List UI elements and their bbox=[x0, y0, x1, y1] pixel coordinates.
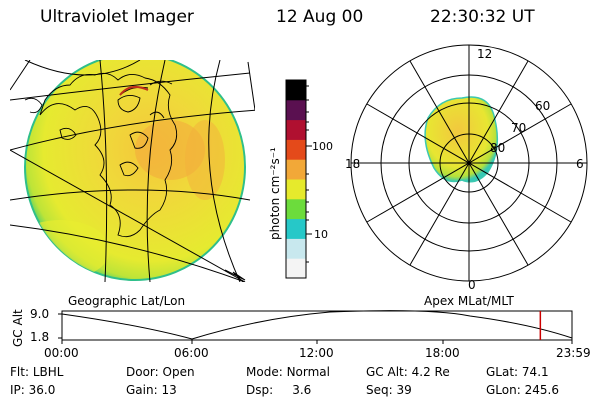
colorbar-band bbox=[286, 198, 306, 220]
orbit-x-tick-0000: 00:00 bbox=[44, 346, 79, 360]
colorbar-ticks bbox=[306, 85, 312, 263]
status-ip-label: IP: bbox=[10, 383, 25, 397]
status-dsp-value: 3.6 bbox=[292, 383, 312, 397]
orbit-axis-label: GC Alt bbox=[11, 309, 25, 347]
colorbar-band bbox=[286, 119, 306, 140]
mlt-label-0: 0 bbox=[468, 278, 476, 292]
polar-grid bbox=[350, 44, 588, 282]
status-flt-label: Flt: bbox=[10, 365, 29, 379]
polar-cap-marker bbox=[119, 85, 149, 96]
lat-label-60: 60 bbox=[535, 99, 550, 113]
status-gain-label: Gain: bbox=[126, 383, 158, 397]
orbit-x-tick-1800: 18:00 bbox=[425, 346, 460, 360]
status-mode-label: Mode: bbox=[246, 365, 283, 379]
status-mode-value: Normal bbox=[286, 365, 330, 379]
mlt-label-18: 18 bbox=[345, 157, 360, 171]
mlt-label-12: 12 bbox=[477, 47, 492, 61]
status-gc-alt-label: GC Alt: bbox=[366, 365, 408, 379]
observation-date: 12 Aug 00 bbox=[276, 7, 364, 27]
status-glat-label: GLat: bbox=[486, 365, 519, 379]
colorbar-band bbox=[286, 238, 306, 259]
status-gc-alt: GC Alt: 4.2 Re bbox=[366, 365, 450, 379]
orbit-left-label: Geographic Lat/Lon bbox=[68, 294, 185, 308]
orbit-x-tick-1200: 12:00 bbox=[299, 346, 334, 360]
orbit-x-tick-2359: 23:59 bbox=[556, 346, 591, 360]
orbit-frame bbox=[61, 310, 573, 341]
status-gc-alt-value: 4.2 Re bbox=[411, 365, 450, 379]
status-glon-value: 245.6 bbox=[524, 383, 559, 397]
status-door-label: Door: bbox=[126, 365, 159, 379]
instrument-title: Ultraviolet Imager bbox=[40, 7, 194, 27]
status-gain: Gain: 13 bbox=[126, 383, 177, 397]
status-glon-label: GLon: bbox=[486, 383, 521, 397]
status-seq-value: 39 bbox=[396, 383, 412, 397]
mlt-label-6: 6 bbox=[576, 157, 584, 171]
orbit-y-tick-top: 9.0 bbox=[30, 307, 49, 321]
status-dsp-label: Dsp: bbox=[246, 383, 274, 397]
status-door: Door: Open bbox=[126, 365, 195, 379]
colorbar-band bbox=[286, 258, 306, 279]
status-glat-value: 74.1 bbox=[521, 365, 549, 379]
continent-outlines bbox=[24, 72, 178, 238]
status-seq: Seq: 39 bbox=[366, 383, 412, 397]
colorbar: 100 10 photon cm⁻²s⁻¹ bbox=[268, 79, 333, 279]
lat-label-80: 80 bbox=[490, 141, 505, 155]
status-mode: Mode: Normal bbox=[246, 365, 330, 379]
colorbar-band bbox=[286, 218, 306, 239]
colorbar-unit-label: photon cm⁻²s⁻¹ bbox=[268, 147, 282, 240]
colorbar-band bbox=[286, 80, 306, 101]
observation-time: 22:30:32 UT bbox=[430, 7, 535, 27]
orbit-plot: Geographic Lat/Lon Apex MLat/MLT GC Alt … bbox=[11, 294, 591, 360]
status-dsp: Dsp: 3.6 bbox=[246, 383, 311, 397]
status-gain-value: 13 bbox=[161, 383, 177, 397]
colorbar-tick-10: 10 bbox=[314, 228, 328, 241]
orbit-altitude-curve bbox=[61, 310, 573, 340]
status-door-value: Open bbox=[162, 365, 195, 379]
orbit-right-label: Apex MLat/MLT bbox=[424, 294, 514, 308]
geographic-grid bbox=[10, 60, 255, 282]
colorbar-band bbox=[286, 179, 306, 200]
status-glat: GLat: 74.1 bbox=[486, 365, 549, 379]
status-ip-value: 36.0 bbox=[28, 383, 56, 397]
colorbar-band bbox=[286, 159, 306, 180]
status-seq-label: Seq: bbox=[366, 383, 393, 397]
status-ip: IP: 36.0 bbox=[10, 383, 55, 397]
polar-plot: 12 18 6 0 60 70 80 bbox=[345, 44, 588, 292]
status-flt-value: LBHL bbox=[32, 365, 64, 379]
orbit-y-tick-bottom: 1.8 bbox=[30, 330, 49, 344]
earth-image-panel bbox=[10, 60, 255, 282]
lat-label-70: 70 bbox=[511, 121, 526, 135]
colorbar-band bbox=[286, 99, 306, 121]
status-glon: GLon: 245.6 bbox=[486, 383, 559, 397]
colorbar-tick-100: 100 bbox=[312, 140, 333, 153]
status-flt: Flt: LBHL bbox=[10, 365, 63, 379]
orbit-x-tick-0600: 06:00 bbox=[174, 346, 209, 360]
orbit-x-ticks bbox=[58, 313, 573, 344]
colorbar-band bbox=[286, 139, 306, 160]
colorbar-frame bbox=[285, 79, 307, 279]
